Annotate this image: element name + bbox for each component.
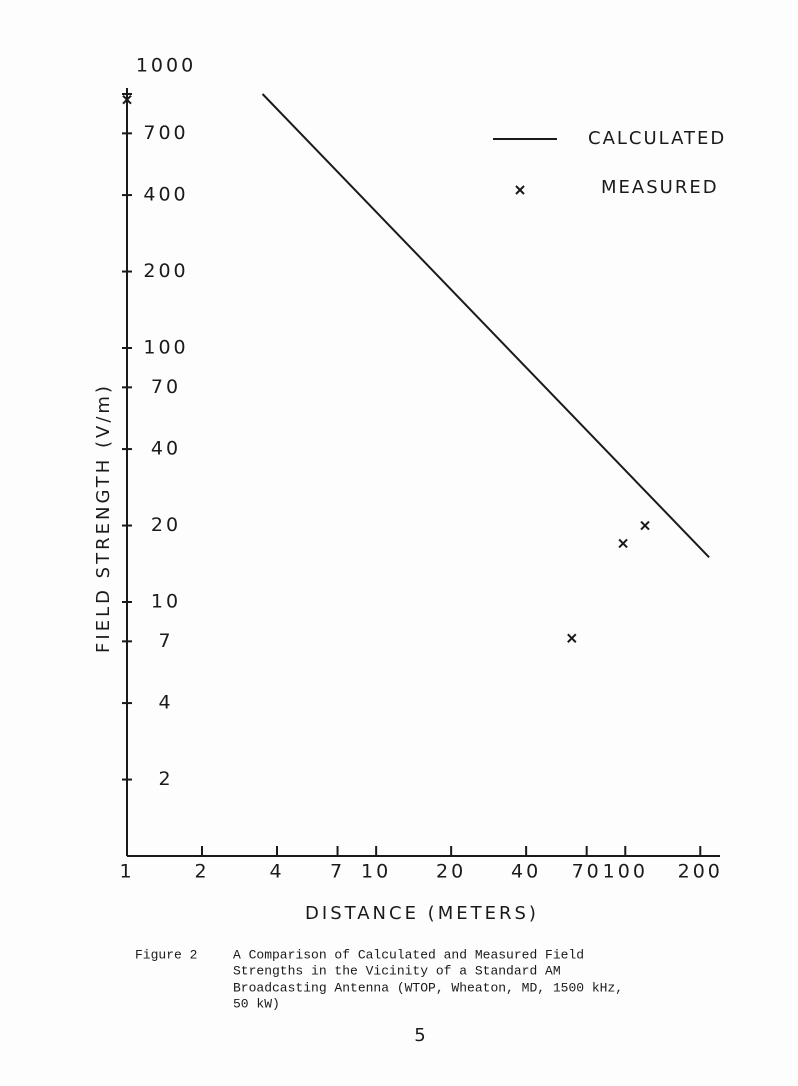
x-tick-label: 200 <box>678 861 723 883</box>
y-tick-label: 10 <box>151 591 181 613</box>
y-tick-label: 2 <box>158 768 173 790</box>
x-tick-label: 10 <box>361 861 391 883</box>
calculated-line <box>261 93 710 558</box>
y-tick-label: 70 <box>151 376 181 398</box>
y-tick-label: 7 <box>158 630 173 652</box>
x-tick-label: 2 <box>194 861 209 883</box>
x-tick-label: 7 <box>330 861 345 883</box>
measured-point <box>618 538 628 549</box>
y-tick-label: 400 <box>143 184 188 206</box>
x-tick-label: 100 <box>603 861 648 883</box>
caption-line: Broadcasting Antenna (WTOP, Wheaton, MD,… <box>233 980 623 995</box>
x-tick-label: 70 <box>572 861 602 883</box>
x-tick-label: 1 <box>119 861 134 883</box>
caption-line: A Comparison of Calculated and Measured … <box>233 947 584 962</box>
x-tick-label: 40 <box>511 861 541 883</box>
caption-line: Strengths in the Vicinity of a Standard … <box>233 963 561 978</box>
y-tick-label: 40 <box>151 438 181 460</box>
x-axis-label: DISTANCE (METERS) <box>305 903 539 924</box>
measured-point <box>122 94 132 105</box>
y-tick-label: 700 <box>143 122 188 144</box>
y-tick-label: 200 <box>143 260 188 282</box>
y-axis-label: FIELD STRENGTH (V/m) <box>93 383 114 653</box>
legend-label: CALCULATED <box>588 128 726 149</box>
legend-marker <box>515 185 525 195</box>
y-tick-label: 100 <box>143 337 188 359</box>
x-tick-label: 20 <box>436 861 466 883</box>
y-tick-label: 4 <box>158 692 173 714</box>
page-number: 5 <box>414 1025 425 1046</box>
legend-label: MEASURED <box>601 177 719 198</box>
y-tick-label: 20 <box>151 514 181 536</box>
y-tick-label: 1000 <box>136 55 196 77</box>
x-tick-label: 4 <box>269 861 284 883</box>
measured-point <box>567 633 577 643</box>
caption-label: Figure 2 <box>135 947 197 962</box>
caption-line: 50 kW) <box>233 996 280 1011</box>
measured-point <box>640 520 650 531</box>
